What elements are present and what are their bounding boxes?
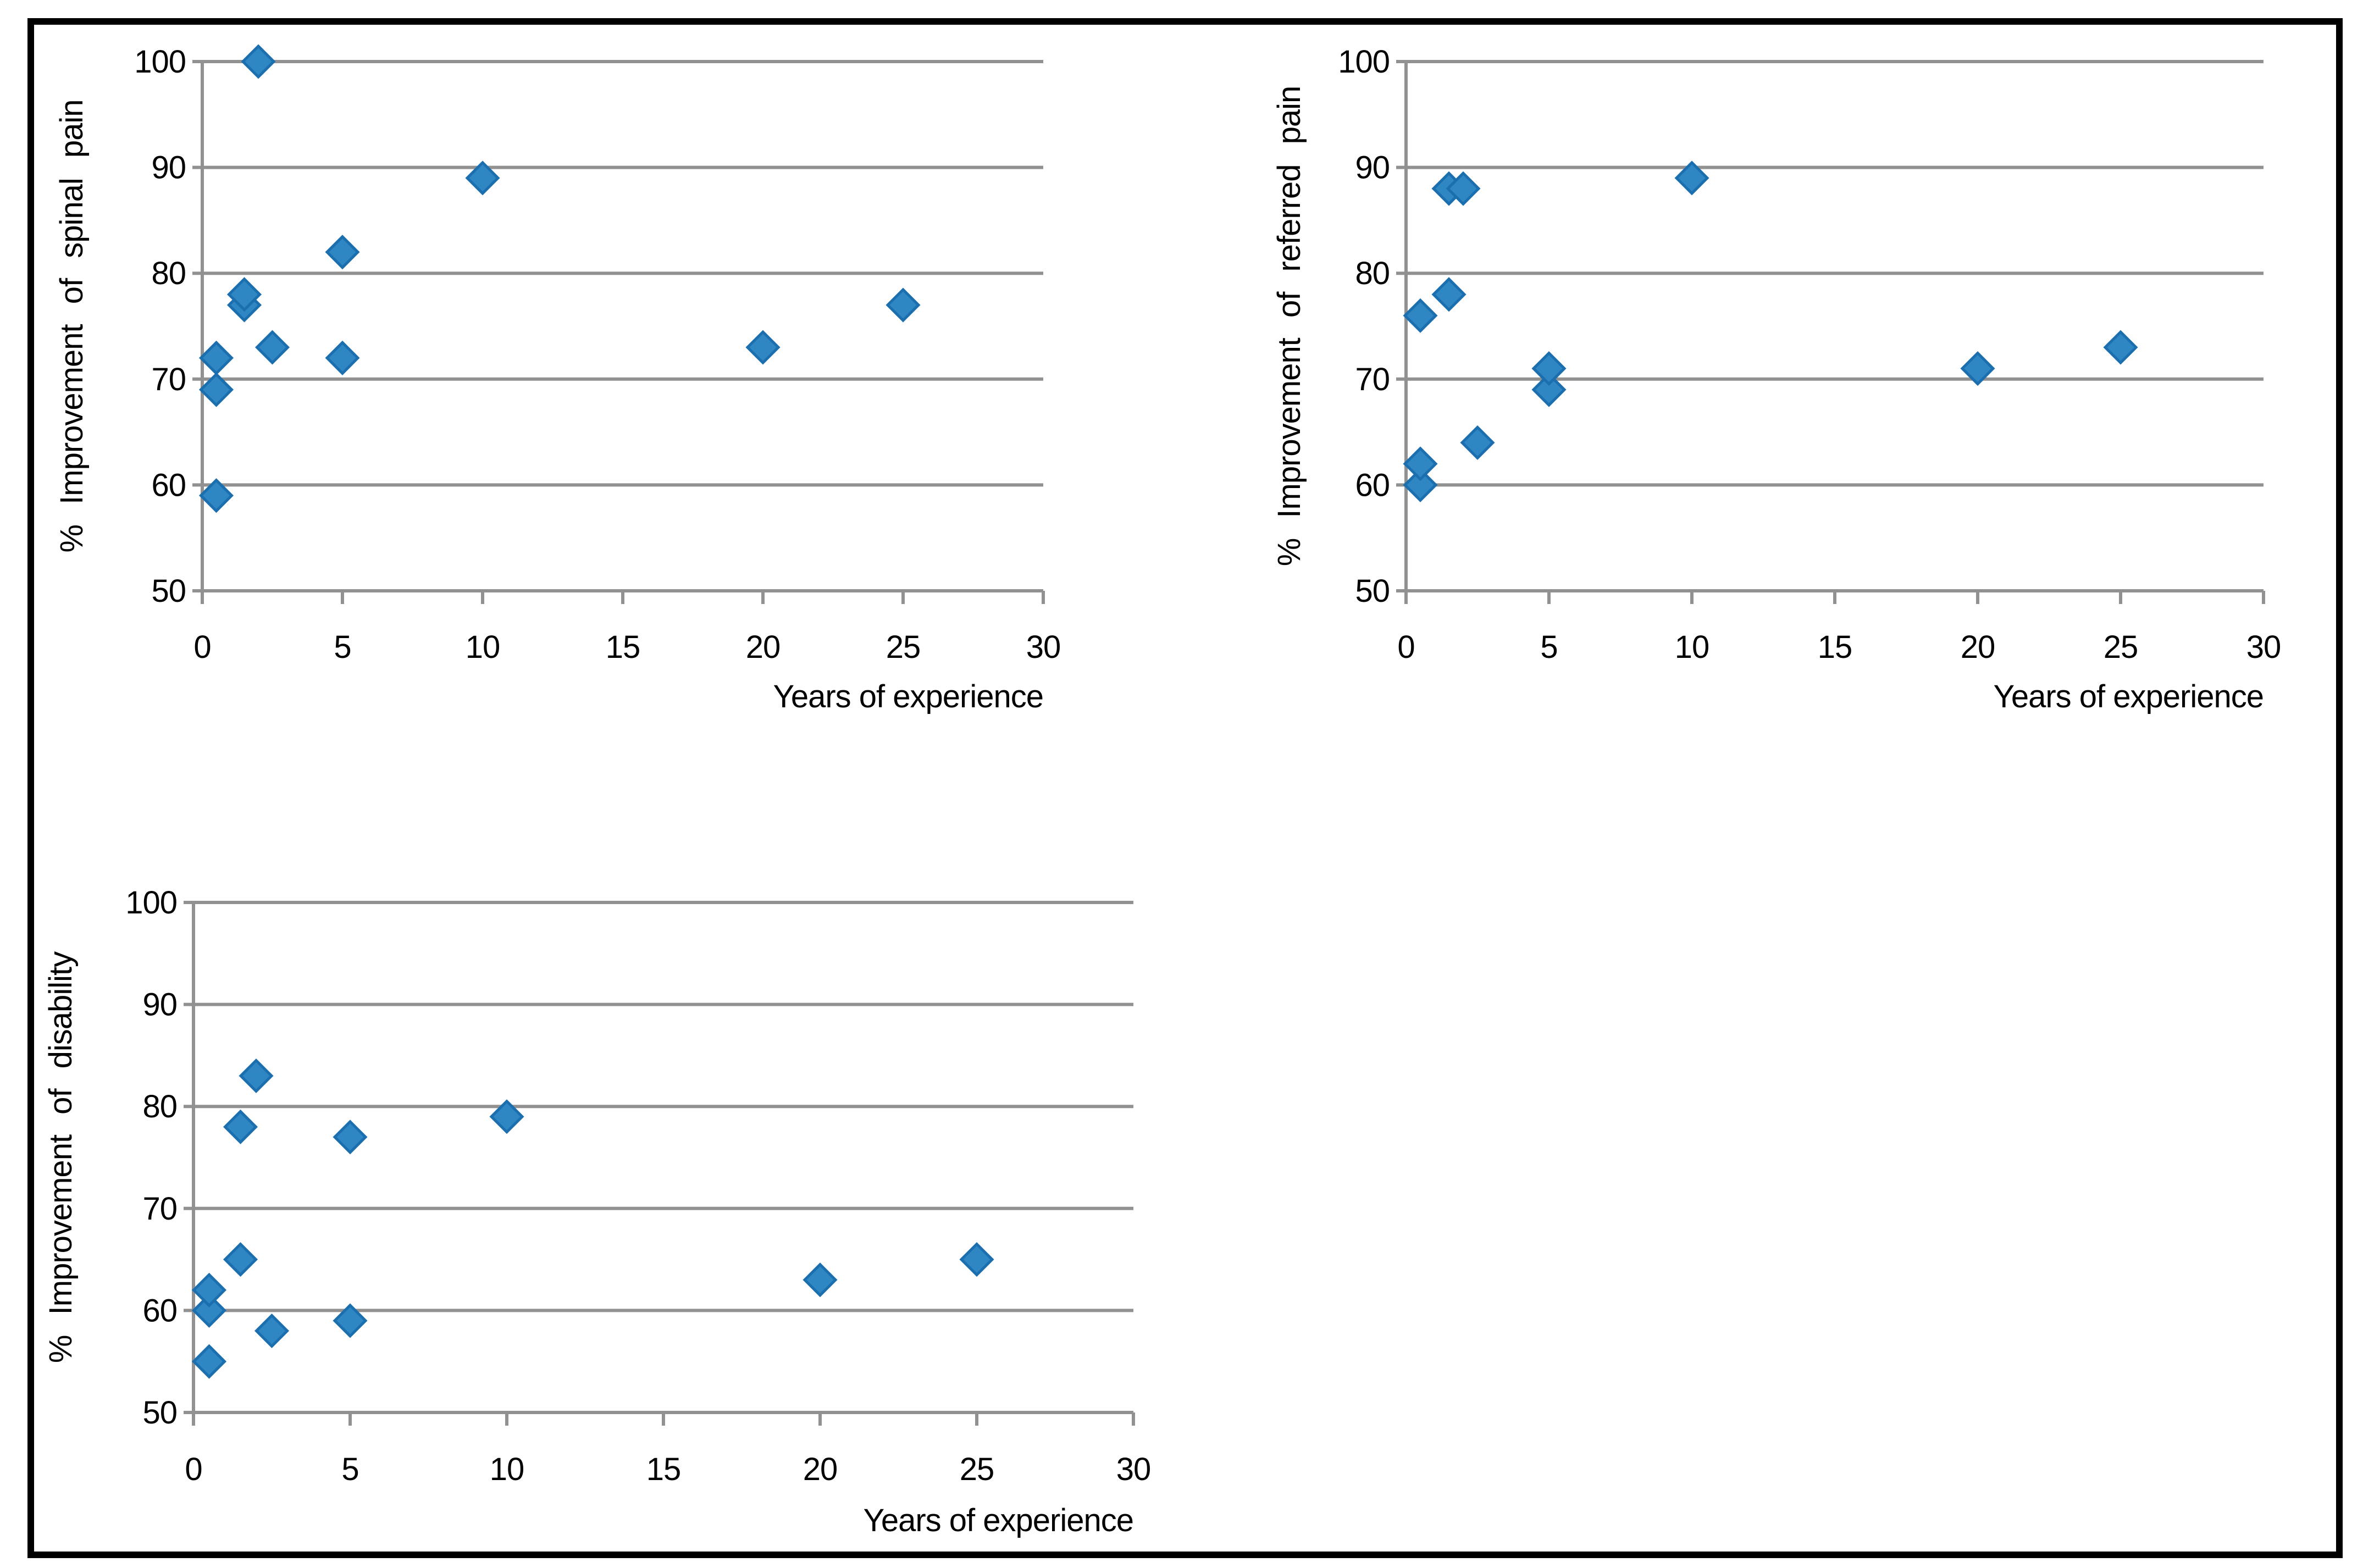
data-point — [1531, 372, 1567, 407]
x-axis-title: Years of experience — [1993, 679, 2264, 714]
x-tick-label: 20 — [746, 629, 781, 665]
data-point — [254, 1313, 290, 1349]
y-tick-label: 70 — [1355, 362, 1390, 397]
data-point — [191, 1272, 227, 1307]
data-point — [325, 235, 360, 270]
data-point — [959, 1242, 994, 1277]
y-tick-label: 60 — [151, 467, 186, 503]
data-point — [1403, 467, 1438, 502]
x-tick-label: 30 — [2246, 629, 2281, 665]
figure-border — [27, 18, 2343, 1558]
data-point — [223, 1242, 258, 1277]
data-point — [1960, 351, 1995, 386]
data-point — [1460, 425, 1495, 460]
data-point — [191, 1344, 227, 1379]
x-tick-label: 5 — [341, 1451, 358, 1487]
data-point — [191, 1293, 227, 1328]
y-tick-label: 80 — [142, 1089, 177, 1124]
data-point — [254, 330, 290, 365]
x-tick-label: 0 — [185, 1451, 202, 1487]
data-point — [333, 1303, 368, 1338]
x-tick-label: 15 — [646, 1451, 681, 1487]
chart-referred-pain: 50 60 70 80 90 100 0 5 10 15 20 25 30 Years of experi… — [1271, 44, 2281, 714]
x-tick-label: 5 — [1540, 629, 1557, 665]
y-tick-label: 100 — [1338, 44, 1390, 80]
x-tick-label: 10 — [490, 1451, 524, 1487]
x-tick-label: 20 — [1961, 629, 1995, 665]
data-point — [223, 1109, 258, 1144]
chart-disability: 50 60 70 80 90 100 0 5 10 15 20 25 30 Years of experi… — [43, 885, 1151, 1538]
x-tick-label: 5 — [334, 629, 351, 665]
y-axis-title: % Improvement of spinal pain — [54, 99, 90, 552]
x-tick-label: 30 — [1026, 629, 1061, 665]
y-axis-title: % Improvement of referred pain — [1271, 86, 1307, 567]
x-tick-label: 15 — [606, 629, 640, 665]
data-point — [1431, 277, 1467, 312]
data-point — [239, 1058, 274, 1094]
data-point — [198, 372, 234, 407]
x-axis-title: Years of experience — [773, 679, 1043, 714]
chart-spinal-pain: 50 60 70 80 90 100 0 5 10 15 20 25 30 Years of experi… — [54, 44, 1061, 714]
data-point — [333, 1120, 368, 1155]
y-tick-label: 80 — [1355, 256, 1390, 291]
y-tick-label: 90 — [1355, 150, 1390, 186]
data-point — [803, 1262, 838, 1298]
y-tick-label: 70 — [142, 1191, 177, 1227]
y-tick-label: 50 — [1355, 573, 1390, 609]
x-tick-label: 25 — [886, 629, 921, 665]
data-point — [1403, 298, 1438, 333]
data-point — [2103, 330, 2138, 365]
y-tick-label: 90 — [151, 150, 186, 186]
data-point — [1446, 171, 1481, 206]
data-point — [1531, 351, 1567, 386]
y-tick-label: 50 — [142, 1395, 177, 1431]
x-tick-label: 25 — [960, 1451, 994, 1487]
x-tick-label: 30 — [1116, 1451, 1151, 1487]
x-tick-label: 15 — [1818, 629, 1852, 665]
x-axis-title: Years of experience — [863, 1503, 1133, 1538]
x-tick-label: 20 — [803, 1451, 838, 1487]
x-tick-label: 10 — [466, 629, 500, 665]
data-point — [198, 340, 234, 375]
y-tick-label: 100 — [125, 885, 177, 921]
y-tick-label: 80 — [151, 256, 186, 291]
data-point — [325, 340, 360, 375]
x-tick-label: 0 — [193, 629, 211, 665]
y-tick-label: 50 — [151, 573, 186, 609]
y-tick-label: 60 — [142, 1293, 177, 1328]
data-point — [465, 160, 500, 196]
data-point — [1674, 160, 1709, 196]
data-point — [226, 277, 262, 312]
x-tick-label: 10 — [1675, 629, 1709, 665]
x-tick-label: 25 — [2104, 629, 2138, 665]
y-axis-title: % Improvement of disability — [43, 951, 79, 1363]
data-point — [1403, 446, 1438, 481]
y-tick-label: 60 — [1355, 467, 1390, 503]
data-point — [241, 44, 276, 79]
data-point — [489, 1099, 524, 1134]
x-tick-label: 0 — [1397, 629, 1414, 665]
data-point — [886, 287, 921, 323]
y-tick-label: 90 — [142, 987, 177, 1023]
data-point — [745, 330, 781, 365]
y-tick-label: 70 — [151, 362, 186, 397]
y-tick-label: 100 — [134, 44, 186, 80]
data-point — [198, 478, 234, 513]
